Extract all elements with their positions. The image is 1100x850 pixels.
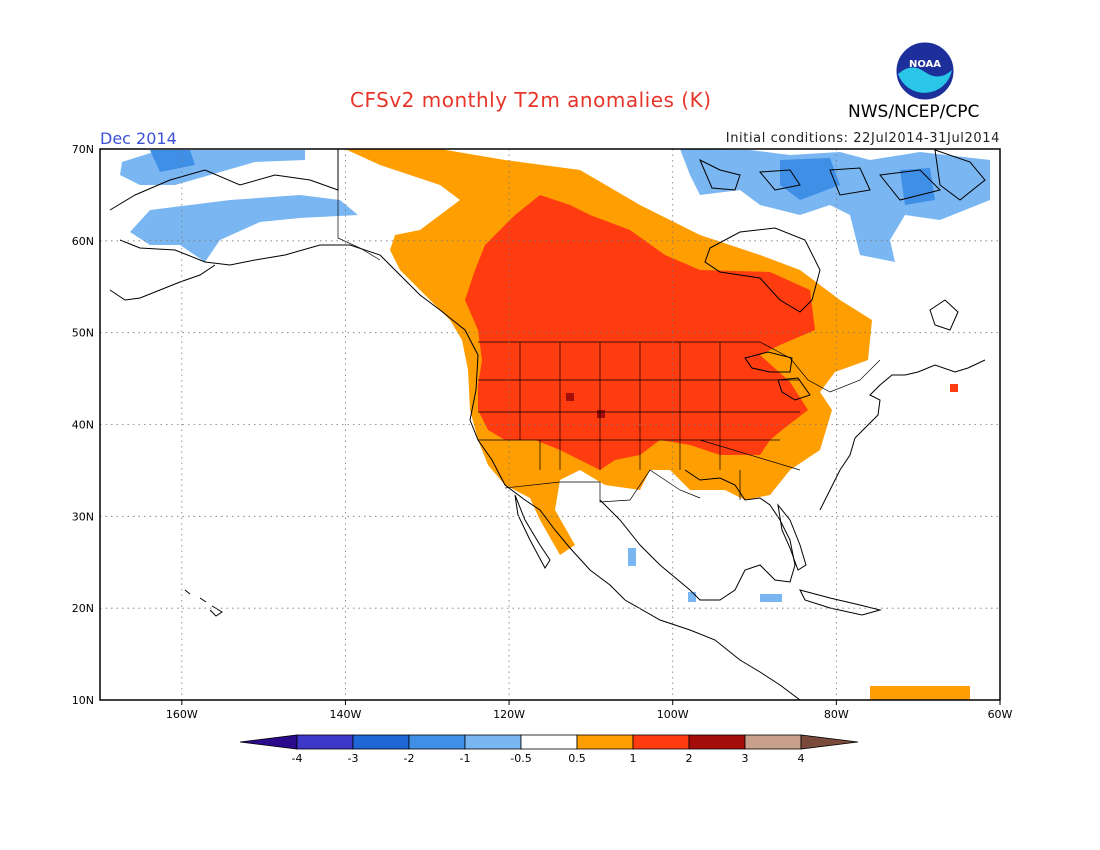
lat-label: 70N — [72, 143, 94, 156]
map-frame — [99, 148, 1001, 701]
lon-label: 140W — [330, 708, 362, 721]
lon-label: 120W — [493, 708, 525, 721]
agency-label: NWS/NCEP/CPC — [848, 102, 980, 122]
lon-label: 160W — [166, 708, 198, 721]
colorbar-label: 3 — [742, 752, 749, 765]
political-borders — [337, 149, 881, 503]
lat-label: 60N — [72, 235, 94, 248]
coastlines — [109, 149, 986, 700]
lat-label: 10N — [72, 694, 94, 707]
logo-text: NOAA — [909, 59, 941, 70]
colorbar-segment — [576, 734, 634, 750]
colorbar-label: -0.5 — [510, 752, 531, 765]
colorbar: -4 -3 -2 -1 -0.5 0.5 1 2 3 4 — [239, 734, 859, 765]
colorbar-label: -2 — [404, 752, 415, 765]
chart-title: CFSv2 monthly T2m anomalies (K) — [350, 88, 712, 112]
anomaly-region-cool-gulf — [688, 592, 696, 602]
lon-label: 60W — [988, 708, 1013, 721]
lat-label: 50N — [72, 327, 94, 340]
lon-labels: 160W 140W 120W 100W 80W 60W — [166, 700, 1013, 721]
colorbar-label: 1 — [630, 752, 637, 765]
newfoundland — [929, 299, 959, 331]
us-state-lines — [478, 342, 801, 500]
colorbar-label: -1 — [460, 752, 471, 765]
colorbar-segment — [464, 734, 522, 750]
target-month: Dec 2014 — [100, 129, 177, 148]
east-coast — [819, 359, 986, 511]
anomaly-region-cool-dark — [150, 150, 195, 172]
alaska-canada-border — [337, 149, 381, 261]
anomaly-region-warm-2b — [597, 410, 605, 418]
anomaly-region-cool-yucatan — [760, 594, 782, 602]
colorbar-label: -3 — [348, 752, 359, 765]
anomaly-region-warm-caribbean — [870, 686, 970, 700]
colorbar-segment — [632, 734, 690, 750]
colorbar-segment — [744, 734, 802, 750]
hudson-bay — [704, 227, 821, 313]
anomaly-field — [120, 149, 990, 700]
us-canada-border — [478, 341, 881, 393]
florida — [777, 503, 807, 571]
great-lakes — [744, 351, 811, 401]
anomaly-region-cool-arctic-core — [780, 158, 935, 205]
initial-conditions: Initial conditions: 22Jul2014-31Jul2014 — [725, 131, 1000, 146]
cuba — [799, 589, 882, 616]
lat-labels: 70N 60N 50N 40N 30N 20N 10N — [72, 143, 94, 707]
colorbar-label: 0.5 — [568, 752, 586, 765]
colorbar-label: 2 — [686, 752, 693, 765]
colorbar-segment — [688, 734, 746, 750]
anomaly-region-cool-alaska — [120, 150, 358, 262]
colorbar-label: -4 — [292, 752, 303, 765]
lat-label: 20N — [72, 602, 94, 615]
anomaly-region-warm-2c — [950, 384, 958, 392]
anomaly-region-cool-mexico — [628, 548, 636, 566]
colorbar-segment — [296, 734, 354, 750]
lon-label: 80W — [824, 708, 849, 721]
graticule — [100, 149, 1000, 700]
lat-label: 40N — [72, 419, 94, 432]
arctic-islands — [699, 149, 986, 201]
anomaly-region-warm-2a — [566, 393, 574, 401]
colorbar-segment — [520, 734, 578, 750]
colorbar-label: 4 — [798, 752, 805, 765]
lon-label: 100W — [657, 708, 689, 721]
colorbar-segment — [352, 734, 410, 750]
colorbar-arrow-left — [239, 734, 298, 750]
hawaii — [184, 589, 223, 617]
aleutians — [109, 264, 216, 301]
north-america-west-coast — [109, 149, 801, 700]
colorbar-segment — [408, 734, 466, 750]
colorbar-arrow-right — [800, 734, 859, 750]
baja-california — [514, 494, 551, 569]
us-mexico-border — [504, 469, 701, 503]
lat-label: 30N — [72, 510, 94, 523]
noaa-logo: NOAA — [896, 42, 954, 100]
